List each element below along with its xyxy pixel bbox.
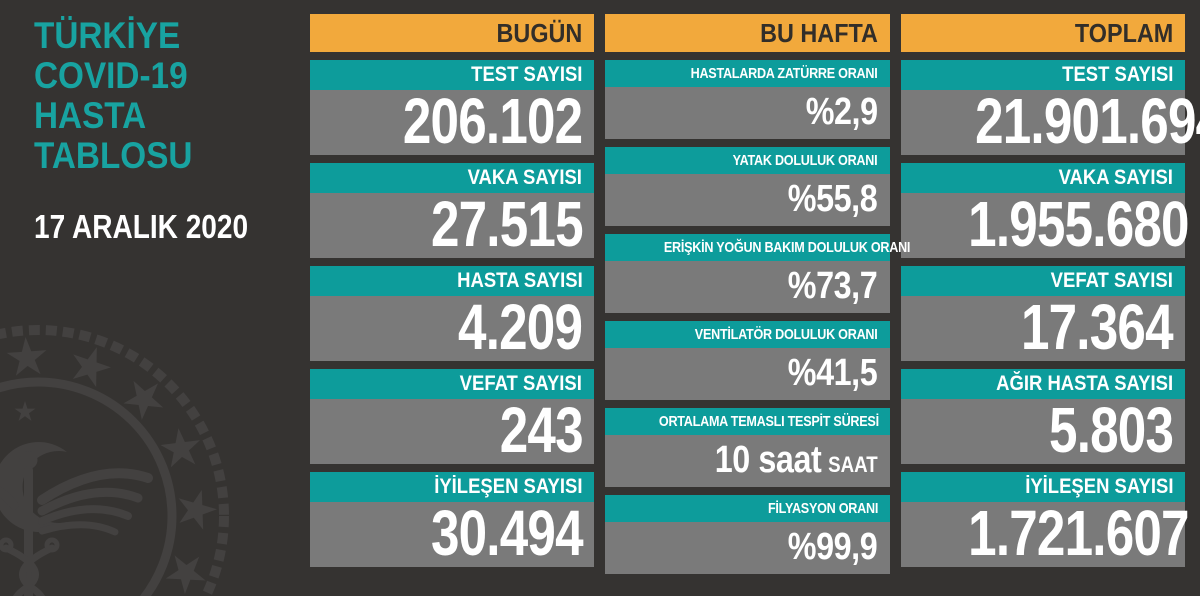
app-title-line: HASTA [34, 95, 147, 136]
health-ministry-emblem-icon [0, 325, 229, 596]
stat-value: 206.102 [402, 85, 583, 157]
stat-label: HASTALARDA ZATÜRRE ORANI [690, 65, 878, 82]
stat-label: VENTİLATÖR DOLULUK ORANI [694, 326, 878, 343]
stat-card: FİLYASYON ORANI %99,9 [605, 495, 890, 574]
column-header-toplam: TOPLAM [900, 14, 1185, 52]
column-bugun: BUGÜN TEST SAYISI 206.102 VAKA SAYISI 27… [310, 14, 595, 574]
sidebar: TÜRKİYE COVID-19 HASTA TABLOSU 17 ARALIK… [0, 0, 305, 596]
stat-value: 4.209 [458, 291, 583, 363]
stat-label: VEFAT SAYISI [460, 372, 583, 395]
stat-value-bar: 21.901.694 [900, 89, 1200, 155]
stat-value-bar: 17.364 [900, 291, 1185, 363]
stat-card: HASTA SAYISI 4.209 [310, 266, 595, 363]
stat-label-bar: HASTALARDA ZATÜRRE ORANI [605, 60, 890, 87]
app-title-line: TABLOSU [34, 135, 193, 176]
stat-label: VEFAT SAYISI [1050, 269, 1173, 292]
stat-value: 27.515 [430, 188, 584, 260]
stat-value: %2,9 [805, 91, 878, 133]
app-title-line: COVID-19 [34, 55, 188, 96]
stat-card: VENTİLATÖR DOLULUK ORANI %41,5 [605, 321, 890, 400]
stat-label: TEST SAYISI [1061, 63, 1173, 86]
stat-label-bar: VAKA SAYISI [900, 163, 1185, 193]
stat-label-bar: YATAK DOLULUK ORANI [605, 147, 890, 174]
stat-value: 21.901.694 [974, 85, 1200, 157]
stat-card: İYİLEŞEN SAYISI 30.494 [310, 472, 595, 569]
stat-value-bar: 243 [310, 394, 595, 466]
stat-card: VAKA SAYISI 27.515 [310, 163, 595, 260]
stat-value-bar: %73,7 [605, 261, 890, 313]
column-bu-hafta: BU HAFTA HASTALARDA ZATÜRRE ORANI %2,9 Y… [605, 14, 911, 574]
stat-value-unit: SAAT [828, 452, 878, 477]
stat-value-bar: 30.494 [310, 497, 595, 569]
stat-card: VEFAT SAYISI 243 [310, 369, 595, 466]
stat-label-bar: HASTA SAYISI [310, 266, 595, 296]
stat-value: 243 [499, 394, 583, 466]
column-header-bugun: BUGÜN [310, 14, 595, 52]
stat-label-bar: TEST SAYISI [310, 60, 595, 90]
stat-label: AĞIR HASTA SAYISI [996, 372, 1173, 395]
stat-label: HASTA SAYISI [456, 269, 583, 292]
stat-label-bar: VAKA SAYISI [310, 163, 595, 193]
stat-card: AĞIR HASTA SAYISI 5.803 [900, 369, 1185, 466]
stat-card: YATAK DOLULUK ORANI %55,8 [605, 147, 890, 226]
stat-value-bar: %55,8 [605, 174, 890, 226]
stat-card: ORTALAMA TEMASLI TESPİT SÜRESİ 10 saat SA… [605, 408, 890, 487]
stat-value: 1.721.607 [967, 497, 1189, 569]
stat-value: %73,7 [788, 265, 878, 307]
stat-label: TEST SAYISI [471, 63, 583, 86]
stat-value-bar: %99,9 [605, 522, 890, 574]
report-date: 17 ARALIK 2020 [34, 208, 249, 245]
stats-columns: BUGÜN TEST SAYISI 206.102 VAKA SAYISI 27… [310, 14, 1200, 574]
stat-label: İYİLEŞEN SAYISI [1024, 475, 1173, 498]
stat-label-bar: VEFAT SAYISI [310, 369, 595, 399]
stat-value-bar: 5.803 [900, 394, 1185, 466]
stat-label-bar: FİLYASYON ORANI [605, 495, 890, 522]
stat-value: 30.494 [430, 497, 584, 569]
stat-card: TEST SAYISI 206.102 [310, 60, 595, 157]
stat-label-bar: TEST SAYISI [900, 60, 1185, 90]
stat-value: 5.803 [1048, 394, 1174, 466]
stat-card: VAKA SAYISI 1.955.680 [900, 163, 1189, 258]
stat-label: VAKA SAYISI [1058, 166, 1173, 189]
stat-label-bar: ORTALAMA TEMASLI TESPİT SÜRESİ [605, 408, 890, 435]
column-toplam: TOPLAM TEST SAYISI 21.901.694 VAKA SAYIS… [900, 14, 1200, 574]
stat-label: ORTALAMA TEMASLI TESPİT SÜRESİ [659, 413, 880, 430]
stat-value: %55,8 [788, 178, 878, 220]
stat-label-bar: İYİLEŞEN SAYISI [900, 472, 1185, 502]
stat-card: ERİŞKİN YOĞUN BAKIM DOLULUK ORANI %73,7 [605, 234, 911, 313]
stat-value: 10 saat [714, 439, 822, 481]
stat-label: İYİLEŞEN SAYISI [434, 475, 583, 498]
stat-value-bar: 4.209 [310, 291, 595, 363]
stat-label-bar: İYİLEŞEN SAYISI [310, 472, 595, 502]
stat-value-bar: %41,5 [605, 348, 890, 400]
stat-value: 1.955.680 [967, 188, 1189, 260]
stat-card: İYİLEŞEN SAYISI 1.721.607 [900, 472, 1189, 567]
stat-value-bar: 27.515 [310, 188, 595, 260]
stat-card: VEFAT SAYISI 17.364 [900, 266, 1185, 363]
stat-value-bar: 1.721.607 [900, 501, 1189, 567]
app-title-line: TÜRKİYE [34, 15, 181, 56]
stat-value-bar: 10 saat SAAT [605, 435, 890, 487]
stat-label-bar: VENTİLATÖR DOLULUK ORANI [605, 321, 890, 348]
stat-label: ERİŞKİN YOĞUN BAKIM DOLULUK ORANI [664, 239, 911, 256]
stat-label: VAKA SAYISI [467, 166, 583, 189]
stat-value-bar: %2,9 [605, 87, 890, 139]
stat-label-bar: AĞIR HASTA SAYISI [900, 369, 1185, 399]
stat-value-bar: 206.102 [310, 85, 595, 157]
stat-label: FİLYASYON ORANI [767, 500, 878, 517]
column-header-bu-hafta: BU HAFTA [605, 14, 890, 52]
stat-value: 17.364 [1021, 291, 1174, 363]
stat-card: TEST SAYISI 21.901.694 [900, 60, 1200, 155]
stat-value: %99,9 [788, 526, 878, 568]
stat-value: %41,5 [788, 352, 878, 394]
stat-value-bar: 1.955.680 [900, 192, 1189, 258]
stat-label: YATAK DOLULUK ORANI [732, 152, 878, 169]
stat-card: HASTALARDA ZATÜRRE ORANI %2,9 [605, 60, 890, 139]
stat-label-bar: ERİŞKİN YOĞUN BAKIM DOLULUK ORANI [605, 234, 911, 261]
stat-label-bar: VEFAT SAYISI [900, 266, 1185, 296]
